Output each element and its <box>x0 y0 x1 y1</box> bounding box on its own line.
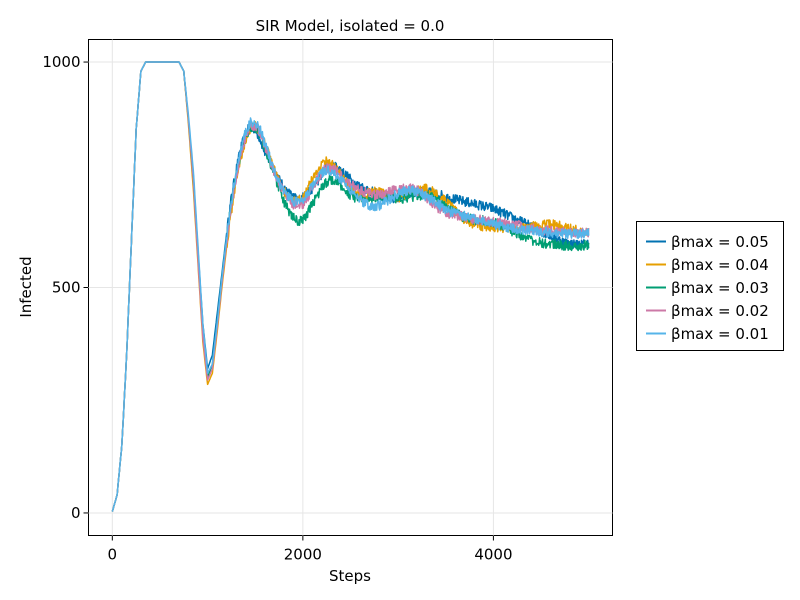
x-axis-ticks: 0 2000 4000 <box>108 535 513 564</box>
legend-entry: βmax = 0.03 <box>671 279 769 297</box>
y-tick-label: 1000 <box>42 53 80 71</box>
legend: βmax = 0.05 βmax = 0.04 βmax = 0.03 βmax = … <box>636 221 784 351</box>
y-tick-label: 0 <box>71 504 81 522</box>
x-tick-label: 2000 <box>284 546 322 564</box>
series-lines <box>111 61 590 512</box>
x-axis-label: Steps <box>329 567 371 585</box>
x-tick-label: 0 <box>108 546 118 564</box>
legend-entry: βmax = 0.05 <box>671 233 769 251</box>
series-line <box>111 61 590 512</box>
legend-entry: βmax = 0.02 <box>671 302 769 320</box>
grid-lines <box>88 39 613 536</box>
series-line <box>111 61 590 512</box>
series-line <box>111 61 590 512</box>
y-tick-label: 500 <box>52 279 81 297</box>
y-axis-ticks: 0 500 1000 <box>42 53 89 522</box>
series-line <box>111 61 590 512</box>
y-axis-label: Infected <box>17 256 35 317</box>
legend-entry: βmax = 0.01 <box>671 325 769 343</box>
legend-frame <box>636 221 784 351</box>
x-tick-label: 4000 <box>474 546 512 564</box>
legend-entry: βmax = 0.04 <box>671 256 769 274</box>
chart-title: SIR Model, isolated = 0.0 <box>256 17 445 35</box>
series-line <box>111 61 590 512</box>
